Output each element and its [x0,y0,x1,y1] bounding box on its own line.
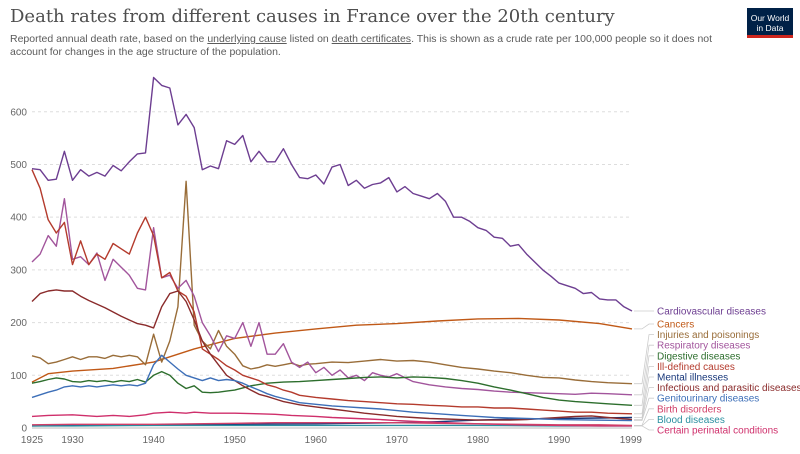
series-line-7[interactable] [31,289,633,421]
label-connector [634,334,654,385]
label-connector [634,408,654,426]
chart-subtitle: Reported annual death rate, based on the… [10,33,730,59]
series-label-4[interactable]: Digestive diseases [657,351,740,362]
series-label-0[interactable]: Cardiovascular diseases [657,306,766,317]
series-line-11[interactable] [31,422,633,427]
x-axis-ticks: 1925 1930 1940 1950 1960 1970 1980 1990 1999 [21,435,643,446]
logo-line-2: in Data [756,23,784,33]
series-label-6[interactable]: Mental illnesses [657,373,728,384]
series-line-0[interactable] [31,76,633,312]
label-connector [634,425,654,431]
label-connector [634,397,654,421]
series-label-11[interactable]: Birth disorders [657,404,721,415]
series-line-8[interactable] [31,354,633,422]
y-tick-label: 200 [10,318,27,329]
series-line-9[interactable] [32,424,632,427]
series-label-3[interactable]: Respiratory diseases [657,341,750,352]
y-tick-label: 400 [10,213,27,224]
label-connector [634,376,654,418]
owid-logo[interactable]: Our World in Data [747,8,793,38]
y-tick-label: 300 [10,265,27,276]
y-tick-label: 100 [10,371,27,382]
x-tick-label: 1940 [142,435,165,446]
subtitle-text-3: . This is shown as a crude rate per 100,… [10,33,713,58]
death-certificates-link[interactable]: death certificates [331,33,412,45]
x-tick-label: 1980 [467,435,490,446]
x-tick-label: 1990 [548,435,571,446]
series-line-2[interactable] [31,180,633,385]
series-lines [31,76,633,427]
y-tick-label: 600 [10,107,27,118]
y-tick-label: 0 [21,424,27,435]
series-label-7[interactable]: Infectious and parasitic diseases [657,383,800,394]
series-line-1[interactable] [31,317,633,383]
series-label-8[interactable]: Genitourinary diseases [657,394,759,405]
x-tick-label: 1999 [620,435,643,446]
x-tick-label: 1960 [305,435,328,446]
series-line-3[interactable] [31,198,633,396]
series-line-5[interactable] [31,169,633,415]
chart-title: Death rates from different causes in Fra… [10,6,615,27]
label-connector [634,344,654,396]
series-label-10[interactable]: Certain perinatal conditions [657,426,778,437]
x-tick-label: 1925 [21,435,44,446]
label-connector [634,323,654,330]
label-connector [634,355,654,406]
series-label-5[interactable]: Ill-defined causes [657,362,735,373]
series-line-4[interactable] [31,370,633,406]
label-connector [634,387,654,420]
y-axis-ticks: 0 100 200 300 400 500 600 [10,107,27,434]
logo-line-1: Our World [750,13,790,23]
underlying-cause-link[interactable]: underlying cause [207,33,287,45]
series-label-2[interactable]: Injuries and poisonings [657,330,759,341]
series-label-1[interactable]: Cancers [657,320,694,331]
subtitle-text-2: listed on [286,33,332,45]
y-tick-label: 500 [10,160,27,171]
x-tick-label: 1970 [386,435,409,446]
x-tick-label: 1950 [224,435,247,446]
label-connector [634,366,654,415]
subtitle-text-1: Reported annual death rate, based on the [10,33,208,45]
x-tick-label: 1930 [61,435,84,446]
series-label-9[interactable]: Blood diseases [657,415,725,426]
